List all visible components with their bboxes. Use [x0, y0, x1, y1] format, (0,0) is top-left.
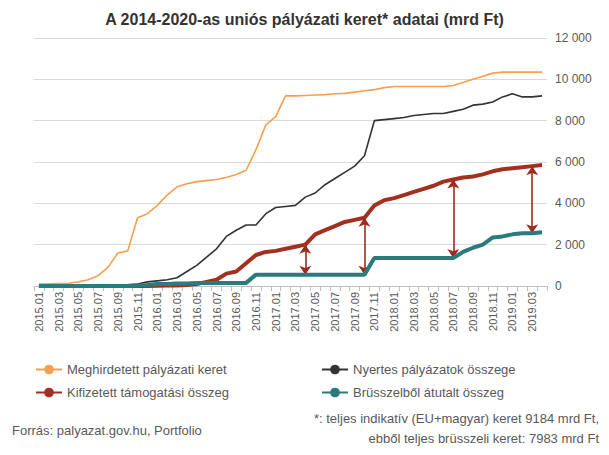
svg-text:Brüsszelből átutalt összeg: Brüsszelből átutalt összeg: [353, 385, 504, 400]
svg-text:2016.11: 2016.11: [250, 292, 262, 331]
svg-text:2015.01: 2015.01: [33, 292, 45, 332]
svg-text:2017.07: 2017.07: [329, 292, 341, 332]
svg-text:2018.09: 2018.09: [467, 292, 479, 332]
svg-text:0: 0: [555, 279, 562, 293]
svg-text:2018.07: 2018.07: [447, 292, 459, 332]
svg-text:2019.01: 2019.01: [506, 292, 518, 332]
svg-text:Forrás: palyazat.gov.hu, Portf: Forrás: palyazat.gov.hu, Portfolio: [12, 423, 202, 438]
svg-text:2018.01: 2018.01: [388, 292, 400, 332]
svg-text:2016.03: 2016.03: [171, 292, 183, 332]
svg-text:2015.05: 2015.05: [72, 292, 84, 332]
svg-text:2017.09: 2017.09: [349, 292, 361, 332]
svg-text:Kifizetett támogatási összeg: Kifizetett támogatási összeg: [67, 385, 229, 400]
svg-text:4 000: 4 000: [555, 196, 585, 210]
svg-text:2015.09: 2015.09: [112, 292, 124, 332]
svg-text:2016.09: 2016.09: [230, 292, 242, 332]
svg-text:Nyertes pályázatok összege: Nyertes pályázatok összege: [353, 362, 516, 377]
svg-text:2019.03: 2019.03: [526, 292, 538, 332]
svg-text:2015.11: 2015.11: [132, 292, 144, 331]
svg-text:2 000: 2 000: [555, 238, 585, 252]
svg-text:2016.07: 2016.07: [211, 292, 223, 332]
svg-text:2017.01: 2017.01: [270, 292, 282, 332]
svg-text:2015.07: 2015.07: [92, 292, 104, 332]
svg-text:10 000: 10 000: [555, 72, 592, 86]
svg-text:2016.01: 2016.01: [151, 292, 163, 332]
svg-text:2017.03: 2017.03: [289, 292, 301, 332]
svg-text:2016.05: 2016.05: [191, 292, 203, 332]
svg-text:2015.03: 2015.03: [53, 292, 65, 332]
svg-text:*: teljes indikatív (EU+magyar: *: teljes indikatív (EU+magyar) keret 91…: [314, 411, 599, 426]
svg-text:2018.11: 2018.11: [487, 292, 499, 331]
svg-text:2018.05: 2018.05: [428, 292, 440, 332]
svg-text:6 000: 6 000: [555, 155, 585, 169]
svg-text:2018.03: 2018.03: [408, 292, 420, 332]
svg-text:Meghirdetett pályázati keret: Meghirdetett pályázati keret: [67, 362, 227, 377]
svg-text:8 000: 8 000: [555, 114, 585, 128]
svg-text:12 000: 12 000: [555, 31, 592, 45]
svg-text:A 2014-2020-as uniós pályázati: A 2014-2020-as uniós pályázati keret* ad…: [105, 11, 504, 28]
svg-text:2017.11: 2017.11: [368, 292, 380, 331]
svg-text:2017.05: 2017.05: [309, 292, 321, 332]
svg-text:ebből teljes brüsszeli keret:: ebből teljes brüsszeli keret: 7983 mrd F…: [369, 431, 600, 446]
